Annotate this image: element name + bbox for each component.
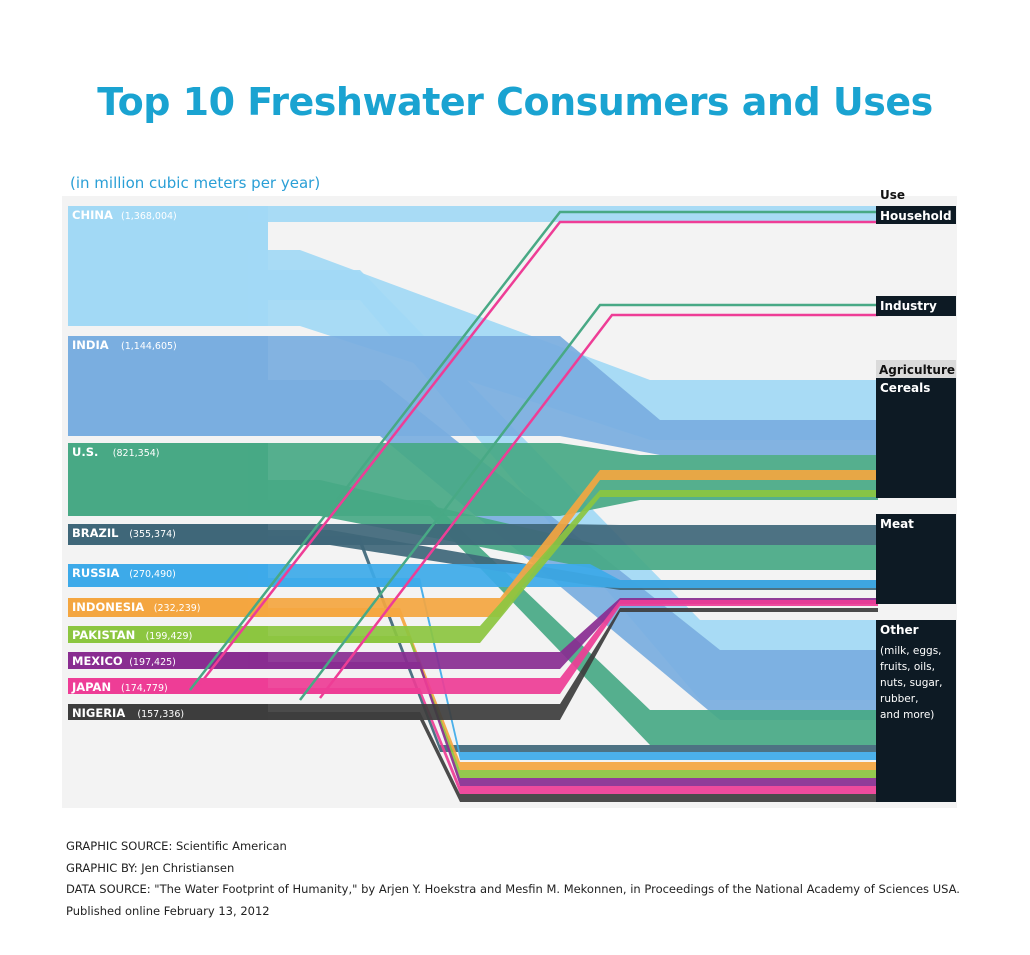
use-label-meat: Meat [880,517,914,531]
source-band-u-s [68,443,268,516]
source-value-nigeria: (157,336) [137,709,184,720]
credits: GRAPHIC SOURCE: Scientific American GRAP… [66,836,960,922]
flow-segment-china-1 [248,213,878,222]
source-band-nigeria [68,704,268,720]
flow-segment-pakistan-0 [248,490,878,643]
flow-nigeria [68,608,878,802]
source-band-india [68,336,268,436]
source-value-u-s: (821,354) [113,448,160,459]
flow-segment-indonesia-0 [248,470,878,617]
flow-segment-mexico-0 [248,598,878,669]
source-value-japan: (174,779) [121,683,168,694]
source-value-india: (1,144,605) [121,341,177,352]
use-label-household: Household [880,209,952,223]
use-detail-line-2: nuts, sugar, [880,677,942,689]
source-label-brazil: BRAZIL [72,526,119,540]
source-value-mexico: (197,425) [129,657,176,668]
source-value-pakistan: (199,429) [146,631,193,642]
flow-segment-brazil-1 [248,530,878,590]
source-label-indonesia: INDONESIA [72,600,144,614]
use-label-industry: Industry [880,299,937,313]
source-value-russia: (270,490) [129,569,176,580]
source-band-china [68,206,268,326]
source-band-pakistan [68,626,268,643]
use-label-other: Other [880,623,919,637]
source-label-nigeria: NIGERIA [72,706,125,720]
flow-russia [68,564,878,760]
sankey-chart: CHINA (1,368,004) INDIA (1,144,605) U.S. (821… [62,188,957,808]
credit-graphic-source: GRAPHIC SOURCE: Scientific American [66,839,287,853]
source-label-mexico: MEXICO [72,654,123,668]
source-label-pakistan: PAKISTAN [72,628,135,642]
use-detail-line-3: rubber, [880,693,918,705]
source-value-indonesia: (232,239) [154,603,201,614]
flow-segment-u-s-2 [248,500,878,745]
use-detail-line-1: fruits, oils, [880,661,935,673]
source-value-brazil: (355,374) [129,529,176,540]
flow-segment-nigeria-0 [248,608,878,720]
flow-segment-china-2 [248,250,878,440]
use-block-other [876,620,956,802]
use-block-meat [876,514,956,604]
use-header: Use [880,188,905,202]
source-label-china: CHINA [72,208,113,222]
source-label-u-s: U.S. [72,445,98,459]
source-value-china: (1,368,004) [121,211,177,222]
source-label-india: INDIA [72,338,109,352]
use-label-cereals: Cereals [880,381,930,395]
flow-u-s [68,443,878,745]
source-band-mexico [68,652,268,669]
credit-graphic-by: GRAPHIC BY: Jen Christiansen [66,860,235,875]
agriculture-label-box [876,360,956,378]
use-block-household [876,206,956,224]
credit-published: Published online February 13, 2012 [66,903,270,918]
diagonal-flow-line-0 [189,210,878,691]
flow-segment-u-s-0 [248,443,878,516]
flow-indonesia [68,470,878,770]
diagonal-flow-line-1 [199,220,878,685]
flow-mexico [68,598,878,786]
page-title: Top 10 Freshwater Consumers and Uses [97,80,933,124]
use-block-cereals [876,378,956,498]
use-detail-line-4: and more) [880,709,934,721]
diagonal-flow-line-2 [299,303,878,701]
credit-data-source: DATA SOURCE: "The Water Footprint of Hum… [66,882,960,896]
use-block-industry [876,296,956,316]
source-band-russia [68,564,268,587]
source-band-indonesia [68,598,268,617]
source-label-russia: RUSSIA [72,566,120,580]
source-band-japan [68,678,268,694]
chart-unit-label: (in million cubic meters per year) [70,174,321,192]
source-band-brazil [68,524,268,545]
diagonal-flow-line-3 [319,313,878,699]
flow-pakistan [68,490,878,778]
agriculture-label: Agriculture [879,363,955,377]
source-label-japan: JAPAN [71,680,111,694]
use-detail-line-0: (milk, eggs, [880,645,942,657]
